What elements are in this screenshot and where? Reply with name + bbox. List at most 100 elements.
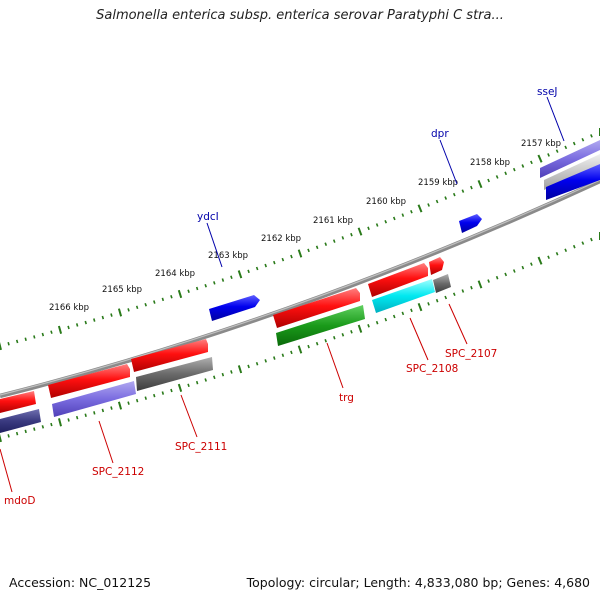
lower-scale-tick <box>264 359 267 363</box>
upper-scale-tick <box>470 185 473 190</box>
upper-scale-tick <box>324 242 328 246</box>
upper-scale-tick <box>417 204 423 213</box>
accession-text: Accession: NC_012125 <box>9 575 152 590</box>
lower-scale-tick <box>350 330 353 334</box>
scale-tick-labels: 2157 kbp 2158 kbp 2159 kbp 2160 kbp 2161… <box>49 139 561 313</box>
gene-red-left-1[interactable] <box>48 364 130 398</box>
genome-backbone-highlight <box>0 179 600 396</box>
gene-ssej-silver[interactable] <box>544 154 600 190</box>
leader-trg <box>326 342 344 389</box>
leader-ydci <box>206 222 223 268</box>
gene-red-left-2[interactable] <box>131 339 208 372</box>
upper-scale-tick <box>461 189 465 193</box>
tick-label-2160: 2160 kbp <box>366 197 406 207</box>
lower-scale-tick <box>581 241 585 245</box>
upper-scale-tick <box>264 263 267 268</box>
lower-scale-tick <box>452 292 456 297</box>
lower-scale-tick <box>367 324 370 328</box>
lower-scale-tick <box>487 279 490 283</box>
genome-summary-text: Topology: circular; Length: 4,833,080 bp… <box>246 575 590 590</box>
lower-scale-tick <box>547 255 550 260</box>
gene-dpr[interactable] <box>459 214 482 233</box>
lower-scale-tick <box>435 298 439 303</box>
lower-scale-tick <box>0 433 2 443</box>
gene-red-mid[interactable] <box>273 288 360 328</box>
lower-scale-tick <box>153 393 156 398</box>
upper-scale-tick <box>590 134 593 138</box>
label-mdod[interactable]: mdoD <box>4 495 35 507</box>
gene-spc2107-gray[interactable] <box>433 274 451 293</box>
gene-ssej[interactable] <box>540 140 600 178</box>
label-spc2107[interactable]: SPC_2107 <box>445 348 497 360</box>
gene-trg[interactable] <box>276 305 365 346</box>
upper-scale-tick <box>521 164 525 168</box>
tick-label-2163: 2163 kbp <box>208 251 248 261</box>
leader-ssej <box>546 96 565 142</box>
lower-scale-tick <box>590 237 593 242</box>
lower-scale-tick <box>144 396 147 400</box>
upper-scale-tick <box>101 315 105 320</box>
gene-mdod[interactable] <box>0 409 41 433</box>
lower-scale-tick <box>255 361 259 366</box>
lower-scale-tick <box>161 391 165 395</box>
lower-scale-tick <box>117 401 123 410</box>
upper-scale-tick <box>315 245 319 250</box>
upper-scale-tick <box>161 297 165 302</box>
upper-scale-tick <box>33 335 36 339</box>
label-leader-lines <box>0 96 565 493</box>
lower-scale-tick <box>67 418 70 422</box>
lower-scale-tick <box>401 311 405 316</box>
lower-scale-tick <box>495 275 499 280</box>
lower-scale-tick <box>101 408 105 413</box>
gene-spc2108-red[interactable] <box>368 263 428 297</box>
lower-scale-tick <box>384 317 388 322</box>
gene-spc2107[interactable] <box>429 257 444 275</box>
upper-scale-tick <box>247 269 250 274</box>
gene-name-labels: sseJ dpr ydcI SPC_2107 SPC_2108 trg SPC_… <box>4 86 558 507</box>
lower-scale-tick <box>307 344 310 349</box>
lower-scale-tick <box>521 265 525 270</box>
upper-scale-tick <box>135 305 139 310</box>
reverse-strand-genes <box>0 257 451 433</box>
upper-scale-tick <box>512 167 516 172</box>
label-ssej[interactable]: sseJ <box>537 86 558 98</box>
leader-dpr <box>439 139 458 185</box>
upper-scale-tick <box>487 178 490 183</box>
gene-red-edge[interactable] <box>0 391 36 413</box>
upper-scale-tick <box>375 223 379 227</box>
gene-ydci[interactable] <box>209 295 260 321</box>
upper-scale-tick <box>530 160 533 165</box>
lower-scale-tick <box>58 418 62 427</box>
upper-scale-tick <box>350 232 353 237</box>
label-ydci[interactable]: ydcI <box>197 211 219 223</box>
upper-scale-tick <box>555 149 559 153</box>
lower-scale-tick <box>84 413 87 417</box>
label-spc2111[interactable]: SPC_2111 <box>175 441 227 453</box>
tick-label-2164: 2164 kbp <box>155 269 195 279</box>
forward-strand-genes <box>209 140 600 321</box>
upper-scale-tick <box>401 213 405 217</box>
lower-scale-tick <box>315 341 319 346</box>
label-spc2112[interactable]: SPC_2112 <box>92 466 144 478</box>
upper-scale-tick <box>41 332 45 337</box>
label-dpr[interactable]: dpr <box>431 128 449 140</box>
tick-label-2158: 2158 kbp <box>470 158 510 168</box>
lower-scale-tick <box>247 364 250 369</box>
lower-scale-tick <box>555 251 559 256</box>
upper-scale-tick <box>281 257 285 262</box>
upper-scale-tick <box>297 249 303 258</box>
lower-scale-tick <box>444 295 448 300</box>
gene-spc2111[interactable] <box>136 357 213 391</box>
tick-label-2162: 2162 kbp <box>261 234 301 244</box>
lower-scale-tick <box>537 256 543 265</box>
gene-blue-right[interactable] <box>546 164 600 200</box>
gene-spc2112[interactable] <box>52 381 136 417</box>
scale-track-lower <box>0 232 600 443</box>
lower-scale-tick <box>75 415 79 420</box>
label-spc2108[interactable]: SPC_2108 <box>406 363 458 375</box>
lower-scale-tick <box>195 380 199 385</box>
upper-scale-tick <box>110 313 113 317</box>
gene-spc2108[interactable] <box>372 279 435 313</box>
label-trg[interactable]: trg <box>339 392 354 404</box>
